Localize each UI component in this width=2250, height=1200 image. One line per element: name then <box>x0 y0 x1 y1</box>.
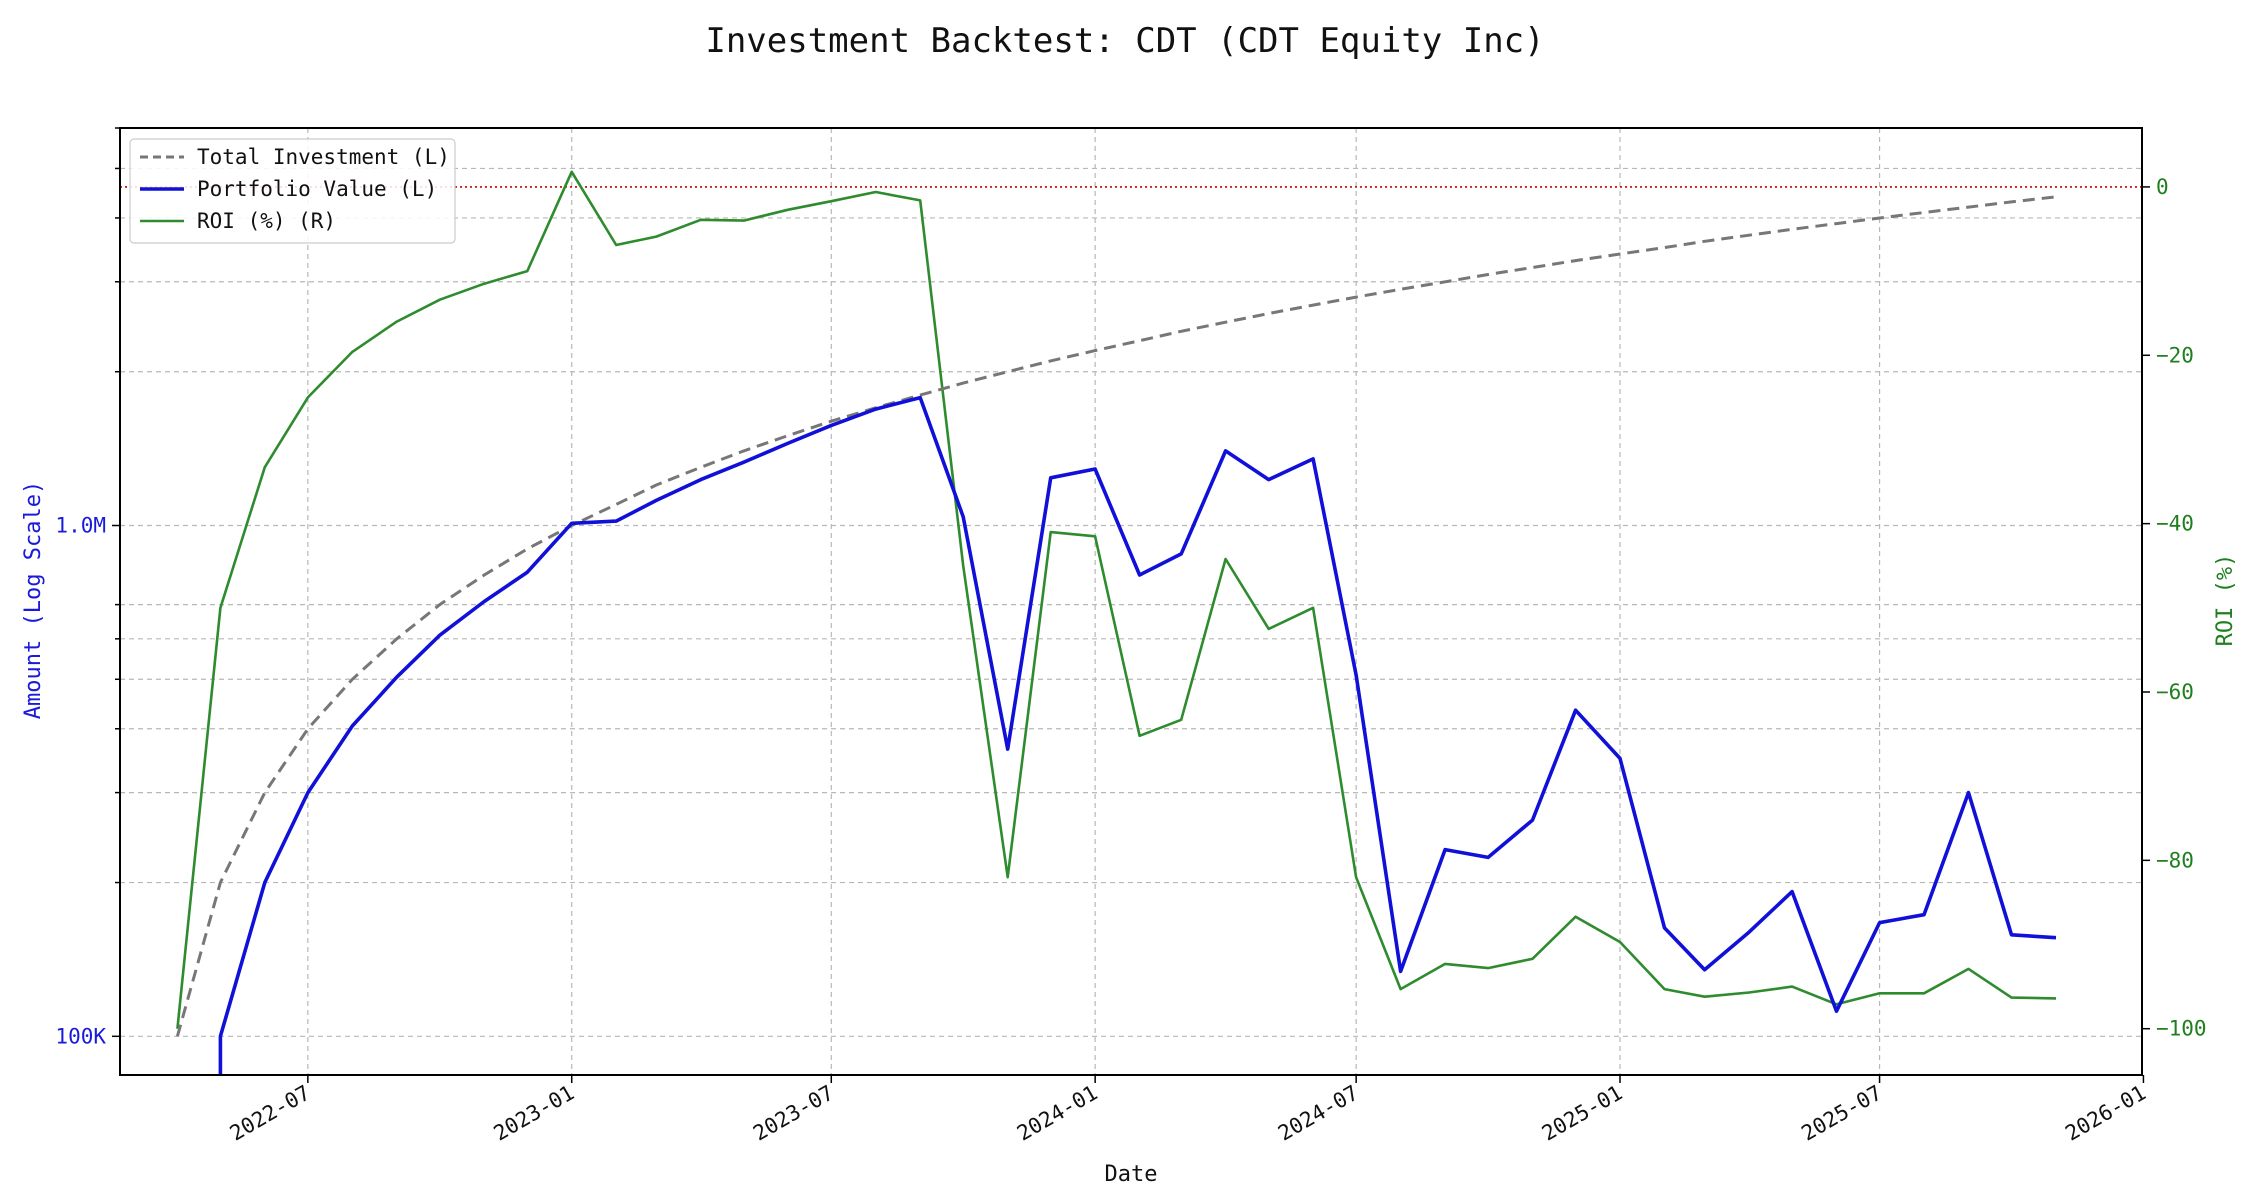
x-tick-label: 2023-01 <box>490 1081 579 1146</box>
x-tick-label: 2025-07 <box>1797 1081 1886 1146</box>
portfolio-value-line <box>218 395 2057 1075</box>
left-tick-label: 1.0M <box>55 513 106 537</box>
right-axis-label: ROI (%) <box>2213 554 2238 647</box>
x-tick-label: 2022-07 <box>226 1081 315 1146</box>
right-tick-label: −20 <box>2156 343 2194 367</box>
right-tick-label: −80 <box>2156 848 2194 872</box>
right-tick-label: −100 <box>2156 1017 2207 1041</box>
legend-label-roi: ROI (%) (R) <box>197 209 336 233</box>
series-layer <box>175 170 2057 1075</box>
grid-layer <box>120 127 2142 1075</box>
left-axis-label: Amount (Log Scale) <box>21 481 46 719</box>
x-tick-label: 2025-01 <box>1538 1081 1627 1146</box>
roi-line <box>176 170 2057 1029</box>
left-tick-label: 100K <box>55 1024 106 1048</box>
legend-label-portfolio-value: Portfolio Value (L) <box>197 177 437 201</box>
right-tick-label: −40 <box>2156 512 2194 536</box>
legend-box <box>129 138 456 244</box>
plot-frame <box>119 127 2143 1076</box>
right-tick-label: 0 <box>2156 175 2169 199</box>
x-tick-label: 2024-01 <box>1013 1081 1102 1146</box>
legend-label-total-investment: Total Investment (L) <box>197 145 450 169</box>
total-investment-line <box>175 195 2057 1037</box>
right-tick-label: −60 <box>2156 680 2194 704</box>
legend: Total Investment (L) Portfolio Value (L) R… <box>129 138 456 244</box>
chart-title: Investment Backtest: CDT (CDT Equity Inc… <box>705 21 1544 61</box>
legend-items: Total Investment (L) Portfolio Value (L) R… <box>140 145 450 233</box>
x-axis-label: Date <box>1105 1162 1158 1187</box>
x-tick-label: 2026-01 <box>2061 1081 2150 1146</box>
x-tick-label: 2023-07 <box>749 1081 838 1146</box>
x-tick-label: 2024-07 <box>1274 1081 1363 1146</box>
